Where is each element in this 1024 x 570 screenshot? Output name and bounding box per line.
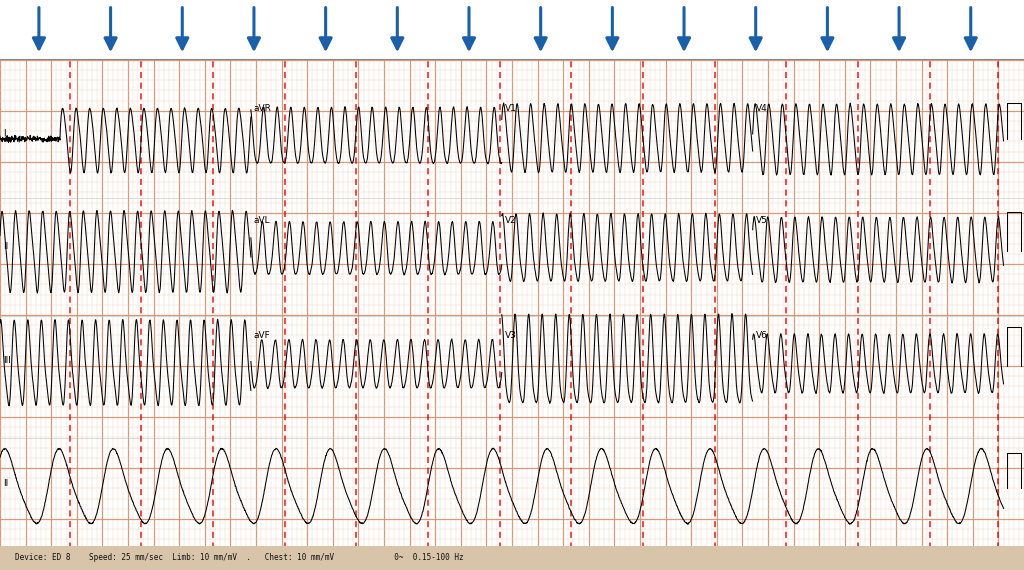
- Text: Device: ED 8    Speed: 25 mm/sec  Limb: 10 mm/mV  .   Chest: 10 mm/mV           : Device: ED 8 Speed: 25 mm/sec Limb: 10 m…: [15, 553, 464, 562]
- Text: V5: V5: [756, 216, 768, 225]
- Text: aVR: aVR: [254, 104, 271, 113]
- Text: II: II: [3, 242, 8, 251]
- Bar: [0, 545, 1024, 570]
- Text: V2: V2: [505, 216, 516, 225]
- Text: V1: V1: [505, 104, 517, 113]
- Text: II: II: [3, 479, 8, 488]
- Text: aVL: aVL: [254, 216, 270, 225]
- Text: I: I: [3, 129, 6, 139]
- Text: V3: V3: [505, 331, 517, 340]
- Text: V6: V6: [756, 331, 768, 340]
- Text: III: III: [3, 356, 11, 365]
- Text: aVF: aVF: [254, 331, 270, 340]
- Text: V4: V4: [756, 104, 767, 113]
